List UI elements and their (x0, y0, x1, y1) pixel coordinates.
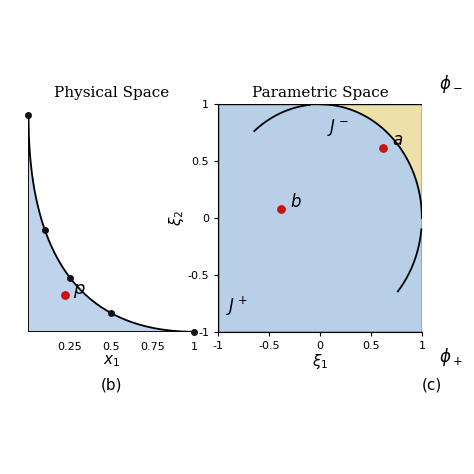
Point (41, 227, 49, 234)
Text: $p$: $p$ (73, 282, 86, 300)
Text: $\phi_+$: $\phi_+$ (438, 346, 462, 368)
Point (25, 111, 32, 119)
Text: (c): (c) (422, 377, 442, 392)
Text: $a$: $a$ (392, 132, 403, 149)
Text: (b): (b) (100, 377, 122, 392)
Point (191, 328, 198, 336)
Point (61, 291, 69, 299)
Polygon shape (218, 104, 422, 332)
Polygon shape (28, 115, 194, 332)
Y-axis label: $\xi_2$: $\xi_2$ (167, 210, 186, 226)
Text: $\phi_-$: $\phi_-$ (438, 73, 462, 95)
Polygon shape (320, 104, 422, 218)
Text: $J^-$: $J^-$ (328, 117, 349, 137)
Title: Physical Space: Physical Space (54, 86, 169, 100)
X-axis label: $x_1$: $x_1$ (103, 353, 120, 369)
Point (108, 310, 115, 317)
Point (277, 205, 285, 213)
Point (66, 274, 73, 282)
Text: $J^+$: $J^+$ (226, 295, 247, 319)
Point (379, 144, 387, 151)
Title: Parametric Space: Parametric Space (252, 86, 388, 100)
X-axis label: $\xi_1$: $\xi_1$ (312, 352, 328, 371)
Text: $b$: $b$ (291, 192, 302, 210)
